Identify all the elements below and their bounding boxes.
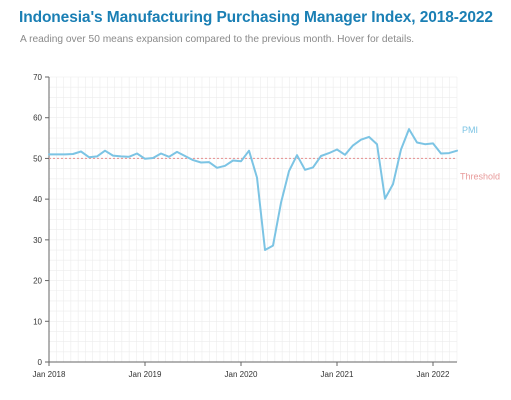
pmi-data-point[interactable]: 2020-08: 50.8: [293, 151, 301, 159]
series-layer[interactable]: 2018-01: 512018-02: 512018-03: 512018-04…: [45, 125, 461, 254]
pmi-data-point[interactable]: 2018-03: 51: [61, 150, 69, 158]
pmi-data-point[interactable]: 2021-10: 57.2: [405, 125, 413, 133]
pmi-data-point[interactable]: 2018-01: 51: [45, 150, 53, 158]
y-tick-label: 10: [33, 317, 42, 326]
y-tick-label: 0: [38, 358, 43, 367]
pmi-data-point[interactable]: 2019-03: 51.2: [157, 150, 165, 158]
y-tick-label: 30: [33, 236, 42, 245]
pmi-data-point[interactable]: 2021-11: 53.9: [413, 139, 421, 147]
x-tick-label: Jan 2021: [321, 370, 354, 379]
x-tick-label: Jan 2020: [225, 370, 258, 379]
pmi-data-point[interactable]: 2021-04: 54.6: [357, 136, 365, 144]
pmi-data-point[interactable]: 2021-03: 53.2: [349, 141, 357, 149]
pmi-data-point[interactable]: 2019-10: 47.7: [213, 164, 221, 172]
pmi-data-point[interactable]: 2021-05: 55.3: [365, 133, 373, 141]
pmi-data-point[interactable]: 2019-05: 51.6: [173, 148, 181, 156]
pmi-data-point[interactable]: 2020-07: 46.9: [285, 167, 293, 175]
pmi-data-point[interactable]: 2019-09: 49.1: [205, 158, 213, 166]
pmi-data-point[interactable]: 2022-03: 51.3: [445, 149, 453, 157]
pmi-data-point[interactable]: 2019-07: 49.6: [189, 156, 197, 164]
x-tick-label: Jan 2022: [417, 370, 450, 379]
y-tick-label: 40: [33, 195, 42, 204]
pmi-data-point[interactable]: 2022-04: 51.9: [453, 147, 461, 155]
pmi-data-point[interactable]: 2021-07: 40.1: [381, 195, 389, 203]
pmi-data-point[interactable]: 2021-02: 50.9: [341, 151, 349, 159]
pmi-data-point[interactable]: 2022-01: 53.7: [429, 139, 437, 147]
y-tick-label: 50: [33, 154, 42, 163]
chart-subtitle: A reading over 50 means expansion compar…: [20, 34, 415, 45]
threshold-series-label: Threshold: [460, 171, 500, 181]
pmi-data-point[interactable]: 2019-02: 50.1: [149, 154, 157, 162]
pmi-data-point[interactable]: 2019-01: 49.9: [141, 155, 149, 163]
pmi-data-point[interactable]: 2018-09: 50.7: [109, 152, 117, 160]
pmi-data-point[interactable]: 2018-06: 50.3: [85, 153, 93, 161]
x-tick-label: Jan 2019: [129, 370, 162, 379]
pmi-data-point[interactable]: 2020-02: 51.9: [245, 147, 253, 155]
pmi-data-point[interactable]: 2020-10: 47.8: [309, 163, 317, 171]
labels-layer: 0 10 20 30 40 50 60 70 Jan 2018 Jan 2019 Jan 2020 J…: [33, 73, 500, 379]
pmi-data-point[interactable]: 2018-05: 51.7: [77, 148, 85, 156]
pmi-series-line[interactable]: [48, 128, 458, 251]
pmi-data-point[interactable]: 2020-12: 51.3: [325, 149, 333, 157]
pmi-data-point[interactable]: 2021-12: 53.5: [421, 140, 429, 148]
pmi-series-label: PMI: [462, 125, 478, 135]
pmi-data-point[interactable]: 2018-04: 51.1: [69, 150, 77, 158]
chart-title: Indonesia's Manufacturing Purchasing Man…: [19, 9, 493, 26]
pmi-data-point[interactable]: 2020-09: 47.2: [301, 166, 309, 174]
pmi-data-point[interactable]: 2020-06: 39.1: [277, 199, 285, 207]
pmi-data-point[interactable]: 2021-06: 53.5: [373, 140, 381, 148]
pmi-data-point[interactable]: 2020-01: 49.3: [237, 157, 245, 165]
pmi-data-point[interactable]: 2018-02: 51: [53, 150, 61, 158]
pmi-data-point[interactable]: 2021-09: 52.2: [397, 145, 405, 153]
y-tick-label: 20: [33, 277, 42, 286]
pmi-data-point[interactable]: 2020-03: 45.3: [253, 174, 261, 182]
pmi-data-point[interactable]: 2019-12: 49.5: [229, 156, 237, 164]
pmi-data-point[interactable]: 2018-11: 50.4: [125, 153, 133, 161]
pmi-data-point[interactable]: 2020-05: 28.6: [269, 242, 277, 250]
pmi-data-point[interactable]: 2018-10: 50.5: [117, 152, 125, 160]
pmi-data-point[interactable]: 2019-06: 50.6: [181, 152, 189, 160]
pmi-data-point[interactable]: 2020-04: 27.5: [261, 246, 269, 254]
x-tick-label: Jan 2018: [33, 370, 66, 379]
pmi-data-point[interactable]: 2018-08: 51.9: [101, 147, 109, 155]
pmi-data-point[interactable]: 2019-11: 48.2: [221, 162, 229, 170]
pmi-data-point[interactable]: 2018-12: 51.2: [133, 150, 141, 158]
axes-layer: [45, 76, 457, 366]
pmi-data-point[interactable]: 2019-08: 49: [197, 159, 205, 167]
grid-layer: [48, 76, 458, 363]
pmi-data-point[interactable]: 2021-01: 52.2: [333, 145, 341, 153]
pmi-data-point[interactable]: 2019-04: 50.4: [165, 153, 173, 161]
y-tick-label: 60: [33, 114, 42, 123]
pmi-data-point[interactable]: 2022-02: 51.2: [437, 150, 445, 158]
pmi-data-point[interactable]: 2021-08: 43.7: [389, 180, 397, 188]
y-tick-label: 70: [33, 73, 42, 82]
pmi-data-point[interactable]: 2018-07: 50.5: [93, 152, 101, 160]
pmi-data-point[interactable]: 2020-11: 50.6: [317, 152, 325, 160]
